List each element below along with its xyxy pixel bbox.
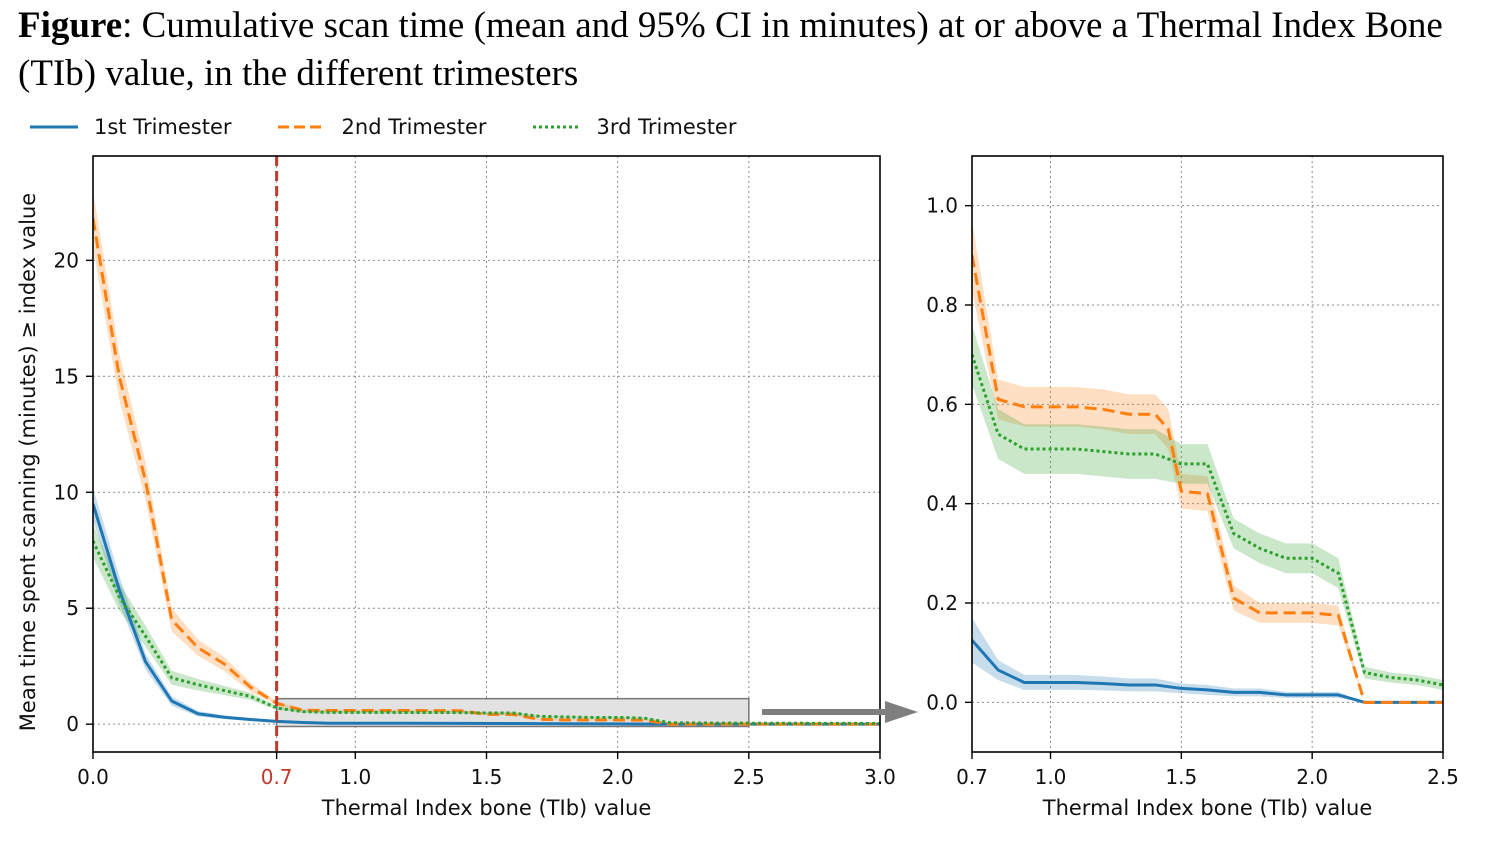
x-tick-label: 3.0 (864, 765, 896, 789)
figure-caption: Figure: Cumulative scan time (mean and 9… (18, 2, 1488, 98)
x-tick-label: 1.0 (1035, 765, 1067, 789)
chart-legend: 1st Trimester 2nd Trimester 3rd Trimeste… (30, 112, 782, 142)
y-tick-label: 20 (54, 248, 79, 272)
x-tick-label: 1.5 (471, 765, 503, 789)
figure-caption-text: : Cumulative scan time (mean and 95% CI … (18, 5, 1443, 94)
legend-label: 2nd Trimester (341, 115, 487, 139)
ci-band-1st-trimester (972, 617, 1443, 703)
figure-caption-lead: Figure (18, 5, 123, 46)
y-tick-label: 0.8 (926, 293, 958, 317)
x-tick-label: 2.0 (602, 765, 634, 789)
legend-swatch-dotted (532, 125, 581, 129)
x-tick-label: 1.0 (339, 765, 371, 789)
legend-item-3rd-trimester: 3rd Trimester (532, 115, 737, 139)
x-tick-label: 0.0 (77, 765, 109, 789)
legend-item-2nd-trimester: 2nd Trimester (277, 115, 487, 139)
y-axis-label: Mean time spent scanning (minutes) ≥ ind… (16, 193, 40, 731)
x-tick-label: 1.5 (1165, 765, 1197, 789)
panel-left: 0.0 0.7 1.0 1.5 2.0 2.5 3.0 0 5 10 15 20 Thermal Ind… (16, 155, 896, 820)
series-line-3rd-trimester (93, 540, 880, 725)
panel-right: 0.7 1.0 1.5 2.0 2.5 0.0 0.2 0.4 0.6 0.8 1.0 Thermal… (926, 155, 1459, 820)
plot-area (93, 190, 880, 726)
series-line-2nd-trimester (93, 218, 880, 726)
legend-item-1st-trimester: 1st Trimester (30, 115, 232, 139)
axes-frame (971, 155, 1444, 753)
legend-swatch-dashed (277, 125, 326, 129)
x-axis-label: Thermal Index bone (TIb) value (321, 796, 652, 820)
ci-band-3rd-trimester (93, 524, 880, 724)
y-tick-label: 5 (66, 596, 79, 620)
y-tick-label: 0.4 (926, 492, 958, 516)
x-tick-label: 2.5 (733, 765, 765, 789)
x-tick-label: 2.5 (1427, 765, 1459, 789)
zoom-arrow-icon (762, 701, 918, 723)
series-line-3rd-trimester (972, 354, 1443, 687)
series-line-2nd-trimester (972, 255, 1443, 704)
x-axis-label: Thermal Index bone (TIb) value (1042, 796, 1373, 820)
legend-label: 1st Trimester (94, 115, 232, 139)
x-tick-label: 2.0 (1296, 765, 1328, 789)
legend-label: 3rd Trimester (596, 115, 737, 139)
y-tick-label: 1.0 (926, 194, 958, 218)
plot-area (972, 220, 1443, 704)
y-tick-label: 10 (54, 480, 79, 504)
y-tick-label: 0.0 (926, 690, 958, 714)
y-tick-label: 0.6 (926, 392, 958, 416)
y-tick-label: 15 (54, 364, 79, 388)
x-tick-label: 0.7 (956, 765, 988, 789)
y-tick-label: 0 (66, 712, 79, 736)
y-tick-label: 0.2 (926, 591, 958, 615)
arrow-head (885, 701, 918, 723)
legend-swatch-solid (30, 125, 78, 129)
x-tick-label: 0.7 (261, 765, 293, 789)
